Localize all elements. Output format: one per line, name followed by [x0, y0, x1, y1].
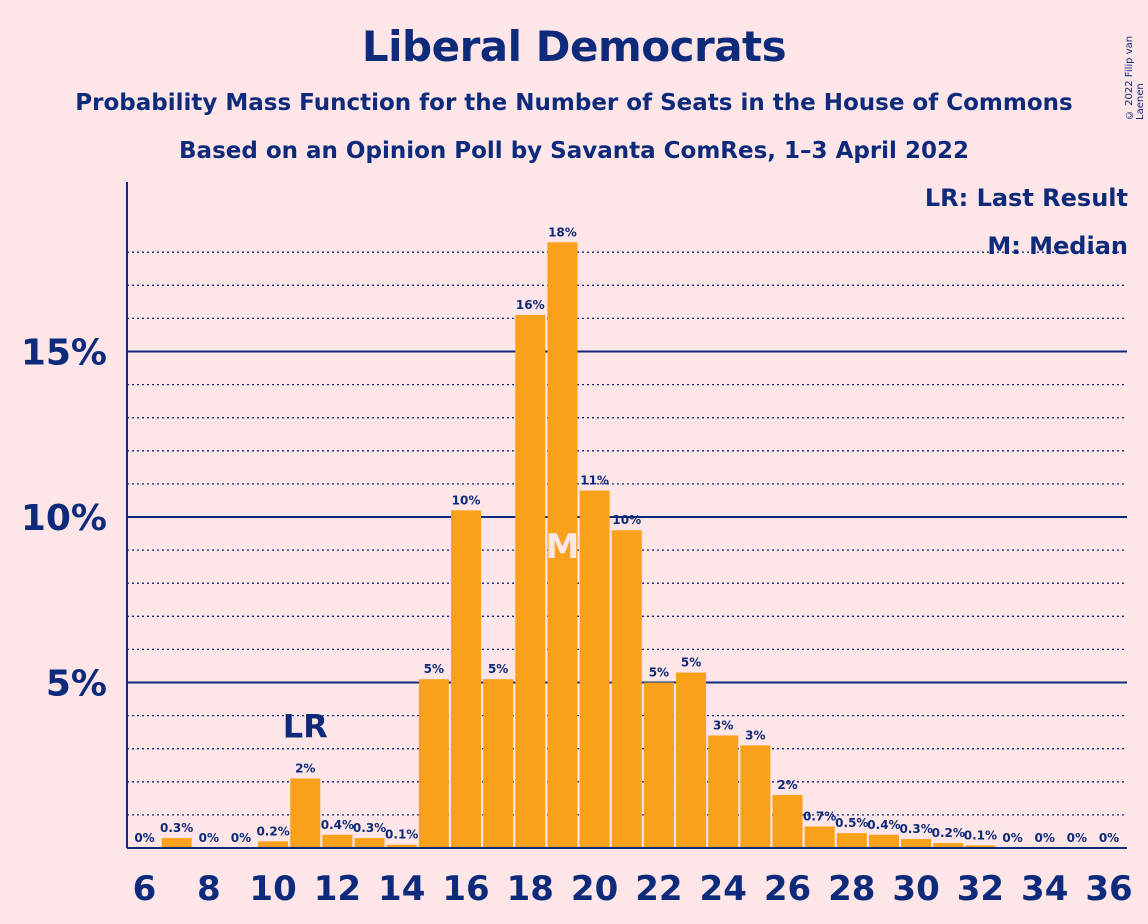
- bar: [161, 838, 192, 848]
- last-result-marker: LR: [283, 707, 328, 745]
- bar: [451, 510, 481, 848]
- data-label: 0%: [1099, 831, 1119, 845]
- data-label: 0%: [231, 831, 251, 845]
- data-label: 5%: [488, 662, 508, 676]
- data-label: 0.2%: [932, 826, 965, 840]
- chart-subtitle: Probability Mass Function for the Number…: [75, 90, 1073, 116]
- bar: [418, 679, 449, 848]
- bar: [708, 735, 739, 848]
- bar: [965, 845, 996, 848]
- chart-title: Liberal Democrats: [361, 22, 787, 71]
- bar: [547, 242, 578, 848]
- data-label: 5%: [649, 666, 669, 680]
- x-tick-label: 30: [892, 869, 939, 909]
- x-tick-label: 16: [442, 869, 489, 909]
- data-label: 0.1%: [964, 828, 997, 842]
- data-label: 0.1%: [385, 828, 418, 842]
- bar: [290, 778, 321, 848]
- bar: [676, 672, 707, 848]
- data-label: 0%: [1002, 831, 1022, 845]
- data-label: 5%: [424, 662, 444, 676]
- x-tick-label: 32: [957, 869, 1004, 909]
- data-label: 0.4%: [867, 818, 900, 832]
- legend-median: M: Median: [987, 232, 1128, 260]
- x-tick-label: 18: [507, 869, 554, 909]
- bar: [740, 745, 771, 848]
- x-tick-label: 20: [571, 869, 618, 909]
- bar: [611, 530, 642, 848]
- bar: [354, 838, 385, 848]
- bar: [483, 679, 514, 848]
- x-tick-label: 26: [764, 869, 811, 909]
- y-tick-label: 15%: [21, 333, 107, 374]
- data-label: 2%: [777, 778, 797, 792]
- bar: [579, 490, 610, 848]
- bar: [515, 315, 546, 849]
- x-tick-label: 14: [378, 869, 425, 909]
- data-label: 0%: [1067, 831, 1087, 845]
- bar: [804, 826, 835, 848]
- data-label: 0.3%: [160, 821, 193, 835]
- data-label: 0%: [134, 831, 154, 845]
- data-label: 3%: [745, 728, 765, 742]
- bar: [258, 841, 289, 848]
- data-label: 0.3%: [899, 822, 932, 836]
- bar: [322, 834, 353, 848]
- bar: [643, 682, 674, 848]
- y-tick-label: 10%: [21, 498, 107, 539]
- x-tick-label: 6: [133, 869, 157, 909]
- x-tick-label: 28: [828, 869, 875, 909]
- data-label: 11%: [580, 474, 609, 488]
- data-label: 10%: [612, 513, 641, 527]
- data-label: 2%: [295, 761, 315, 775]
- bar: [901, 839, 932, 848]
- data-label: 3%: [713, 718, 733, 732]
- x-tick-label: 12: [314, 869, 361, 909]
- data-label: 10%: [452, 493, 481, 507]
- data-label: 18%: [548, 225, 577, 239]
- x-tick-label: 36: [1085, 869, 1132, 909]
- chart-subtitle-poll: Based on an Opinion Poll by Savanta ComR…: [179, 138, 969, 164]
- x-tick-label: 8: [197, 869, 221, 909]
- data-label: 0%: [199, 831, 219, 845]
- data-label: 0.3%: [353, 821, 386, 835]
- x-tick-label: 34: [1021, 869, 1068, 909]
- data-label: 0.7%: [803, 809, 836, 823]
- data-label: 0.5%: [835, 816, 868, 830]
- median-marker: M: [546, 527, 580, 567]
- bar: [836, 833, 867, 848]
- data-label: 0.2%: [256, 824, 289, 838]
- data-label: 0.4%: [321, 818, 354, 832]
- legend-last-result: LR: Last Result: [924, 184, 1128, 212]
- x-tick-label: 22: [635, 869, 682, 909]
- y-tick-label: 5%: [46, 664, 107, 705]
- bar: [772, 795, 803, 848]
- x-tick-label: 10: [249, 869, 296, 909]
- data-label: 5%: [681, 656, 701, 670]
- bar: [933, 843, 964, 848]
- data-label: 0%: [1035, 831, 1055, 845]
- data-label: 16%: [516, 298, 545, 312]
- bar: [386, 844, 417, 848]
- bar: [868, 834, 899, 848]
- x-tick-label: 24: [700, 869, 747, 909]
